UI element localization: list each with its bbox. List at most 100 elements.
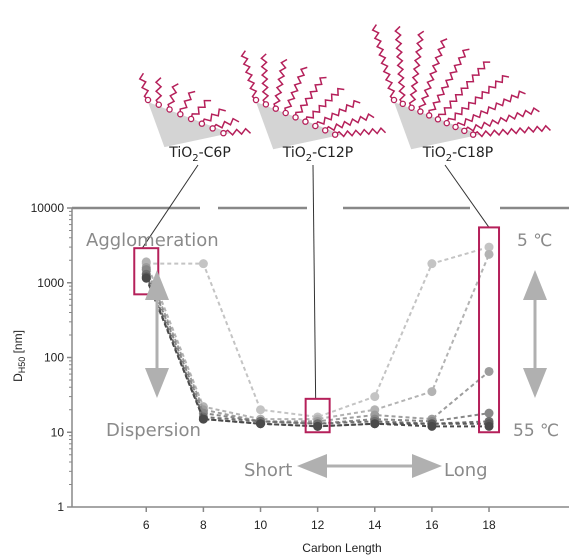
alkyl-chain: [394, 25, 406, 105]
alkyl-chain: [260, 53, 270, 105]
x-tick-label: 16: [425, 518, 439, 532]
connector-c6p: [141, 164, 199, 249]
phosphonate-head: [166, 106, 173, 113]
highlight-boxes: [133, 226, 501, 434]
phosphonate-head: [408, 104, 415, 111]
phosphonate-head: [252, 96, 260, 104]
molecule-label-c6p: TiO2-C6P: [168, 145, 231, 164]
series-line: [145, 277, 490, 428]
alkyl-chain: [284, 66, 308, 114]
data-series: [141, 242, 494, 431]
alkyl-chain: [324, 112, 375, 132]
molecule-c12p: [240, 50, 387, 150]
alkyl-chain: [273, 58, 288, 109]
alkyl-chain: [446, 74, 510, 124]
phosphonate-head: [461, 127, 468, 135]
data-point: [484, 408, 494, 418]
alkyl-chain: [154, 77, 163, 106]
alkyl-chain: [314, 99, 361, 127]
short-label: Short: [244, 460, 292, 481]
data-point: [427, 421, 437, 431]
data-point: [484, 242, 494, 252]
alkyl-chain: [371, 24, 396, 101]
phosphonate-head: [198, 120, 206, 127]
phosphonate-head: [292, 114, 299, 121]
phosphonate-head: [452, 123, 459, 131]
data-point: [484, 366, 494, 376]
phosphonate-head: [443, 119, 450, 127]
connector-lines: [141, 164, 490, 399]
phosphonate-head: [155, 101, 163, 108]
data-point: [198, 414, 208, 424]
alkyl-chain: [408, 30, 425, 108]
alkyl-chain: [304, 87, 345, 122]
data-point: [427, 387, 437, 397]
data-point: [484, 421, 494, 431]
series-line: [146, 246, 490, 419]
alkyl-chain: [212, 117, 240, 129]
alkyl-chain: [138, 72, 150, 101]
x-tick-label: 8: [200, 518, 207, 532]
molecule-label-c18p: TiO2-C18P: [422, 145, 494, 164]
phosphonate-head: [312, 122, 319, 130]
alkyl-chain: [418, 38, 448, 112]
connector-c12p: [312, 164, 317, 399]
molecule-c18p: [371, 24, 551, 150]
y-tick-label: 1000: [37, 276, 64, 290]
alkyl-chain: [179, 90, 196, 115]
data-point: [198, 259, 208, 269]
data-point: [256, 405, 266, 415]
surface-wedge-c18p: [394, 102, 480, 150]
alkyl-chain: [334, 127, 387, 138]
phosphonate-head: [177, 110, 184, 118]
temp-high-label: 55 ℃: [513, 421, 559, 441]
molecule-label-c12p: TiO2-C12P: [282, 145, 354, 164]
agglomeration-label: Agglomeration: [86, 230, 219, 251]
y-tick-label: 10: [51, 425, 65, 439]
phosphonate-head: [399, 100, 407, 108]
phosphonate-head: [425, 112, 433, 119]
phosphonate-head: [220, 129, 227, 137]
y-tick-label: 1: [57, 500, 64, 514]
data-point: [256, 419, 266, 429]
alkyl-chain: [472, 124, 551, 138]
alkyl-chain: [294, 76, 327, 118]
surface-wedge-c12p: [256, 102, 342, 150]
highlight-box: [304, 397, 331, 434]
data-point: [370, 419, 380, 429]
alkyl-chain: [463, 107, 540, 132]
phosphonate-head: [144, 96, 152, 104]
x-tick-label: 10: [254, 518, 268, 532]
data-point: [484, 249, 494, 259]
connector-c18p: [444, 164, 490, 228]
phosphonate-head: [209, 125, 216, 132]
phosphonate-head: [262, 101, 270, 108]
phosphonate-head: [272, 105, 280, 112]
phosphonate-head: [417, 108, 424, 115]
data-point: [313, 421, 323, 431]
x-tick-label: 6: [143, 518, 150, 532]
y-axis-label: DH50 [nm]: [11, 330, 27, 382]
highlight-box: [478, 226, 501, 434]
x-tick-label: 14: [368, 518, 382, 532]
alkyl-chain: [437, 61, 491, 120]
phosphonate-head: [434, 116, 442, 123]
phosphonate-head: [331, 131, 339, 138]
axes: 1 10 100 1000 10000 6 8 10 12 14 16 18: [31, 201, 569, 532]
long-label: Long: [444, 460, 488, 481]
alkyl-chain: [223, 127, 252, 136]
x-tick-label: 18: [482, 518, 496, 532]
phosphonate-head: [321, 127, 329, 134]
alkyl-chain: [454, 90, 526, 128]
phosphonate-head: [302, 118, 309, 125]
data-point: [370, 392, 380, 402]
dispersion-label: Dispersion: [106, 420, 201, 441]
temp-low-label: 5 ℃: [517, 231, 552, 251]
surface-wedge-c6p: [148, 102, 230, 148]
phosphonate-head: [187, 115, 195, 123]
y-tick-label: 100: [44, 351, 64, 365]
data-point: [141, 273, 151, 283]
alkyl-chain: [167, 83, 179, 110]
alkyl-chain: [240, 50, 258, 101]
